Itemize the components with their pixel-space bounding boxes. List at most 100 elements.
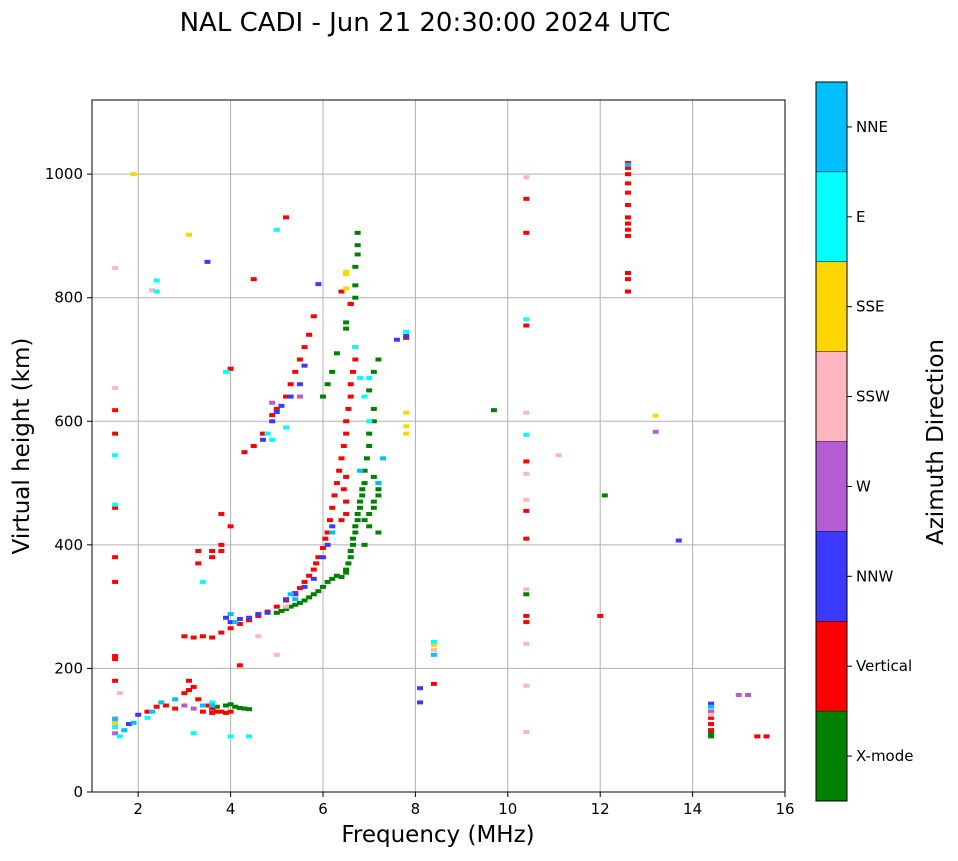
data-point xyxy=(354,230,361,235)
data-point xyxy=(361,468,368,473)
data-point xyxy=(343,320,350,325)
data-point xyxy=(375,481,382,486)
data-point xyxy=(301,345,308,350)
data-point xyxy=(190,731,197,736)
data-point xyxy=(350,542,357,547)
data-point xyxy=(320,555,326,560)
data-point xyxy=(347,394,354,399)
data-point xyxy=(523,432,530,437)
data-point xyxy=(523,592,530,597)
data-point xyxy=(735,692,742,697)
data-point xyxy=(172,697,179,702)
data-point xyxy=(255,612,262,617)
data-point xyxy=(403,424,410,429)
data-point xyxy=(624,289,631,294)
colorbar-swatch xyxy=(816,441,847,532)
data-point xyxy=(121,728,128,733)
x-axis-ticks: 2 4 6 8 10 12 14 16 xyxy=(133,792,795,818)
data-point xyxy=(754,734,761,739)
data-point xyxy=(190,706,197,711)
data-point xyxy=(329,576,336,581)
data-point xyxy=(112,657,119,662)
data-point xyxy=(287,604,294,609)
data-point xyxy=(112,555,119,560)
data-point xyxy=(232,704,239,709)
data-point xyxy=(361,394,368,399)
data-point xyxy=(255,634,262,639)
data-point xyxy=(315,555,322,560)
colorbar-tick-label: NNE xyxy=(856,118,888,136)
data-point xyxy=(380,456,387,461)
data-point xyxy=(343,272,350,277)
data-point xyxy=(343,269,350,274)
data-point xyxy=(708,704,715,709)
data-point xyxy=(116,691,123,696)
data-point xyxy=(403,410,410,415)
data-point xyxy=(186,678,193,683)
data-point xyxy=(213,709,220,714)
data-point xyxy=(763,734,770,739)
data-point xyxy=(624,203,631,208)
data-point xyxy=(190,684,197,689)
data-point xyxy=(320,394,326,399)
colorbar-tick-label: Vertical xyxy=(856,657,912,675)
data-point xyxy=(708,722,715,727)
data-point xyxy=(273,610,280,615)
data-point xyxy=(352,357,359,362)
data-point xyxy=(361,481,368,486)
data-point xyxy=(213,704,220,709)
data-point xyxy=(227,702,234,707)
data-point xyxy=(333,481,340,486)
data-point xyxy=(370,499,377,504)
data-point xyxy=(112,266,119,271)
data-point xyxy=(555,453,562,458)
data-point xyxy=(112,502,119,507)
data-point xyxy=(343,286,350,291)
plot-area xyxy=(92,100,785,792)
data-point xyxy=(153,704,160,709)
colorbar-tick-label: NNW xyxy=(856,567,893,585)
data-point xyxy=(366,511,373,516)
data-point xyxy=(116,734,123,739)
data-point xyxy=(601,493,608,498)
data-point xyxy=(352,283,359,288)
data-point xyxy=(366,419,373,424)
data-point xyxy=(153,289,160,294)
data-point xyxy=(310,592,317,597)
data-point xyxy=(523,471,530,476)
data-point xyxy=(333,351,340,356)
data-point xyxy=(523,230,530,235)
data-point xyxy=(329,530,336,535)
data-point xyxy=(338,456,345,461)
data-point xyxy=(343,570,350,575)
data-point xyxy=(523,683,530,688)
data-point xyxy=(708,709,715,714)
data-point xyxy=(315,589,322,594)
data-point xyxy=(259,437,266,442)
data-point xyxy=(149,288,156,293)
colorbar-swatch xyxy=(816,531,847,622)
data-point xyxy=(345,561,352,566)
data-point xyxy=(209,706,216,711)
colorbar-swatch xyxy=(816,351,847,442)
series-w xyxy=(112,394,752,736)
data-point xyxy=(417,700,424,705)
data-point xyxy=(227,620,234,625)
data-point xyxy=(356,376,363,381)
data-point xyxy=(356,499,363,504)
data-point xyxy=(708,701,715,706)
data-point xyxy=(218,549,225,554)
data-point xyxy=(708,731,715,736)
data-point xyxy=(209,700,216,705)
data-point xyxy=(624,172,631,177)
data-point xyxy=(269,419,276,424)
colorbar-swatch xyxy=(816,171,847,262)
data-point xyxy=(523,175,530,180)
data-point xyxy=(112,722,119,727)
data-point xyxy=(523,613,530,618)
data-point xyxy=(264,431,271,436)
data-point xyxy=(218,511,225,516)
data-point xyxy=(273,406,280,411)
data-point xyxy=(745,692,752,697)
